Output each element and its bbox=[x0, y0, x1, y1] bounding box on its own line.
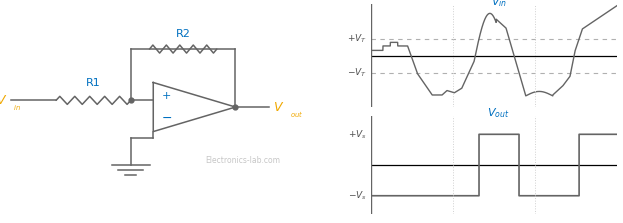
Text: $+V_s$: $+V_s$ bbox=[348, 128, 367, 140]
Text: Electronics-lab.com: Electronics-lab.com bbox=[206, 156, 280, 165]
Text: $_{out}$: $_{out}$ bbox=[290, 110, 303, 120]
Text: $+V_T$: $+V_T$ bbox=[347, 33, 367, 45]
Text: $-V_T$: $-V_T$ bbox=[347, 66, 367, 79]
Text: $_{in}$: $_{in}$ bbox=[13, 103, 21, 113]
Text: $V_{in}$: $V_{in}$ bbox=[490, 0, 506, 9]
Text: $V$: $V$ bbox=[0, 94, 7, 107]
Text: $V_{out}$: $V_{out}$ bbox=[487, 106, 510, 120]
Text: R1: R1 bbox=[86, 78, 101, 88]
Text: R2: R2 bbox=[176, 29, 191, 39]
Text: +: + bbox=[161, 91, 171, 101]
Text: $-V_s$: $-V_s$ bbox=[348, 190, 367, 202]
Text: −: − bbox=[161, 112, 172, 125]
Text: $V$: $V$ bbox=[273, 101, 284, 114]
